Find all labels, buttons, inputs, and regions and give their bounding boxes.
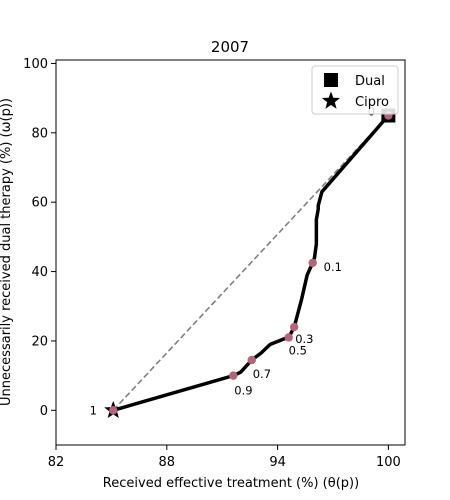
plot-frame <box>55 59 406 446</box>
threshold-label: 0.5 <box>289 343 307 357</box>
reference-line <box>112 114 389 411</box>
threshold-point <box>247 355 256 365</box>
x-tick-label: 88 <box>159 455 176 470</box>
y-tick-label: 40 <box>31 265 48 280</box>
threshold-point <box>308 258 317 268</box>
chart-title: 2007 <box>211 38 249 56</box>
legend-cipro-swatch <box>321 91 341 109</box>
y-tick-label: 60 <box>31 196 48 211</box>
y-tick-label: 0 <box>40 404 48 419</box>
y-axis: 0 20 40 60 80 100 <box>23 57 56 419</box>
threshold-label: 1 <box>90 403 97 417</box>
threshold-point <box>109 406 118 415</box>
x-axis: 82 88 94 100 <box>48 445 401 470</box>
y-tick-label: 100 <box>23 57 48 72</box>
threshold-label: 0.3 <box>295 332 313 346</box>
y-tick-label: 80 <box>31 126 48 141</box>
threshold-point <box>229 371 238 380</box>
threshold-label: 0.7 <box>253 367 271 381</box>
threshold-point <box>284 333 293 342</box>
x-tick-label: 94 <box>269 455 286 470</box>
legend: Dual Cipro <box>311 65 399 115</box>
y-axis-label: Unnecessarily received dual therapy (%) … <box>0 98 14 406</box>
legend-label: Cipro <box>355 95 389 110</box>
x-tick-label: 100 <box>376 455 401 470</box>
x-tick-label: 82 <box>48 455 65 470</box>
threshold-label: 0.9 <box>234 384 252 398</box>
threshold-point <box>290 322 299 332</box>
plot-area: 00.10.30.50.70.91 <box>90 104 396 418</box>
legend-dual-swatch <box>324 73 338 87</box>
threshold-label: 0.1 <box>324 260 342 274</box>
y-tick-label: 20 <box>31 334 48 349</box>
x-axis-label: Received effective treatment (%) (θ(p)) <box>103 476 359 491</box>
legend-label: Dual <box>355 74 385 89</box>
